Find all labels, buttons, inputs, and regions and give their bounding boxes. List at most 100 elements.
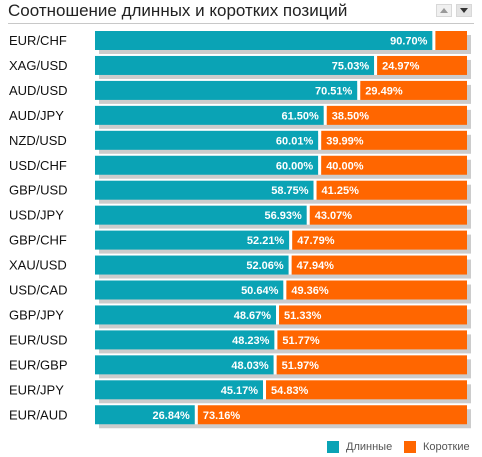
bar-long-eur-jpy: [95, 380, 264, 400]
bar-gap-xau-usd: [288, 255, 292, 275]
value-label-short-eur-aud: 73.16%: [203, 410, 241, 422]
bar-gap-eur-aud: [194, 405, 198, 425]
value-label-long-usd-chf: 60.00%: [276, 160, 314, 172]
bar-long-xau-usd: [95, 255, 289, 275]
value-label-long-xau-usd: 52.06%: [246, 260, 284, 272]
bar-long-eur-usd: [95, 330, 275, 350]
pair-label-eur-jpy: EUR/JPY: [9, 382, 64, 397]
bar-long-aud-usd: [95, 80, 358, 100]
pair-label-aud-jpy: AUD/JPY: [9, 108, 64, 123]
legend-swatch-long: [327, 441, 339, 453]
bar-short-gbp-chf: [292, 230, 467, 250]
value-label-short-aud-jpy: 38.50%: [332, 110, 370, 122]
value-label-short-usd-chf: 40.00%: [326, 160, 364, 172]
pair-label-usd-cad: USD/CAD: [9, 283, 68, 298]
bar-short-gbp-jpy: [279, 305, 467, 325]
pair-label-eur-gbp: EUR/GBP: [9, 357, 68, 372]
bar-gap-aud-usd: [357, 80, 361, 100]
bar-short-usd-chf: [321, 155, 467, 175]
value-label-short-gbp-jpy: 51.33%: [284, 310, 322, 322]
bar-gap-eur-jpy: [263, 380, 267, 400]
sort-ascending-button[interactable]: [436, 4, 452, 17]
value-label-short-xag-usd: 24.97%: [382, 60, 420, 72]
value-label-short-gbp-chf: 47.79%: [297, 235, 335, 247]
widget-header: Соотношение длинных и коротких позиций: [8, 1, 474, 24]
bar-gap-eur-usd: [274, 330, 278, 350]
bar-gap-gbp-chf: [289, 230, 293, 250]
value-label-short-gbp-usd: 41.25%: [322, 185, 360, 197]
value-label-long-eur-aud: 26.84%: [153, 410, 191, 422]
pair-label-xag-usd: XAG/USD: [9, 58, 68, 73]
bar-short-xag-usd: [377, 55, 467, 75]
bar-long-nzd-usd: [95, 130, 319, 150]
bar-long-gbp-chf: [95, 230, 290, 250]
bar-long-gbp-usd: [95, 180, 314, 200]
value-label-long-aud-usd: 70.51%: [315, 85, 353, 97]
bar-long-aud-jpy: [95, 105, 324, 125]
value-label-short-usd-jpy: 43.07%: [315, 210, 353, 222]
bar-gap-usd-chf: [318, 155, 322, 175]
pair-label-nzd-usd: NZD/USD: [9, 133, 67, 148]
pair-label-xau-usd: XAU/USD: [9, 258, 67, 273]
bar-gap-gbp-usd: [313, 180, 317, 200]
pair-label-aud-usd: AUD/USD: [9, 83, 68, 98]
value-label-long-usd-cad: 50.64%: [241, 285, 279, 297]
bar-gap-aud-jpy: [323, 105, 327, 125]
bar-short-eur-jpy: [266, 380, 467, 400]
legend-label-long: Длинные: [346, 441, 393, 453]
value-label-short-nzd-usd: 39.99%: [326, 135, 364, 147]
value-label-short-aud-usd: 29.49%: [365, 85, 403, 97]
value-label-long-eur-jpy: 45.17%: [221, 385, 259, 397]
bar-gap-usd-cad: [283, 280, 287, 300]
bar-short-eur-aud: [197, 405, 468, 425]
bar-long-usd-jpy: [95, 205, 307, 225]
bar-long-usd-chf: [95, 155, 319, 175]
pair-label-gbp-jpy: GBP/JPY: [9, 307, 64, 322]
pair-label-usd-chf: USD/CHF: [9, 158, 67, 173]
bar-short-usd-cad: [286, 280, 467, 300]
bar-short-aud-usd: [360, 80, 467, 100]
value-label-long-gbp-usd: 58.75%: [271, 185, 309, 197]
pair-label-eur-chf: EUR/CHF: [9, 33, 67, 48]
bar-gap-nzd-usd: [318, 130, 322, 150]
value-label-short-eur-gbp: 51.97%: [282, 360, 320, 372]
value-label-long-eur-chf: 90.70%: [390, 36, 428, 48]
pair-label-gbp-usd: GBP/USD: [9, 183, 68, 198]
bar-short-eur-gbp: [276, 355, 467, 375]
ratio-bar-chart: EUR/CHF 90.70% XAG/USD 75.03% 24.97% AUD/USD 7…: [9, 31, 471, 429]
arrow-down-icon: [460, 8, 468, 13]
value-label-short-xau-usd: 47.94%: [297, 260, 335, 272]
value-label-long-usd-jpy: 56.93%: [264, 210, 302, 222]
value-label-short-usd-cad: 49.36%: [291, 285, 329, 297]
value-label-short-eur-usd: 51.77%: [282, 335, 320, 347]
bar-long-usd-cad: [95, 280, 284, 300]
bar-short-eur-chf: [435, 31, 467, 50]
bar-gap-eur-chf: [432, 31, 436, 50]
value-label-long-nzd-usd: 60.01%: [276, 135, 314, 147]
sort-descending-button[interactable]: [456, 4, 472, 17]
bar-long-xag-usd: [95, 55, 375, 75]
bar-short-nzd-usd: [321, 130, 467, 150]
bar-short-aud-jpy: [326, 105, 467, 125]
bar-long-eur-chf: [95, 31, 433, 50]
pair-label-gbp-chf: GBP/CHF: [9, 233, 67, 248]
value-label-long-xag-usd: 75.03%: [332, 60, 370, 72]
value-label-long-eur-usd: 48.23%: [232, 335, 270, 347]
legend-swatch-short: [404, 441, 416, 453]
bar-short-xau-usd: [291, 255, 467, 275]
bar-long-eur-gbp: [95, 355, 274, 375]
value-label-long-eur-gbp: 48.03%: [231, 360, 269, 372]
bar-long-gbp-jpy: [95, 305, 277, 325]
bar-gap-xag-usd: [374, 55, 378, 75]
widget-title: Соотношение длинных и коротких позиций: [8, 1, 348, 20]
arrow-up-icon: [440, 8, 448, 13]
bar-short-eur-usd: [277, 330, 467, 350]
bar-long-eur-aud: [95, 405, 195, 425]
chart-legend: Длинные Короткие: [0, 440, 482, 456]
bar-gap-gbp-jpy: [276, 305, 280, 325]
pair-label-usd-jpy: USD/JPY: [9, 208, 64, 223]
bar-short-gbp-usd: [316, 180, 467, 200]
value-label-long-aud-jpy: 61.50%: [281, 110, 319, 122]
value-label-long-gbp-jpy: 48.67%: [234, 310, 272, 322]
